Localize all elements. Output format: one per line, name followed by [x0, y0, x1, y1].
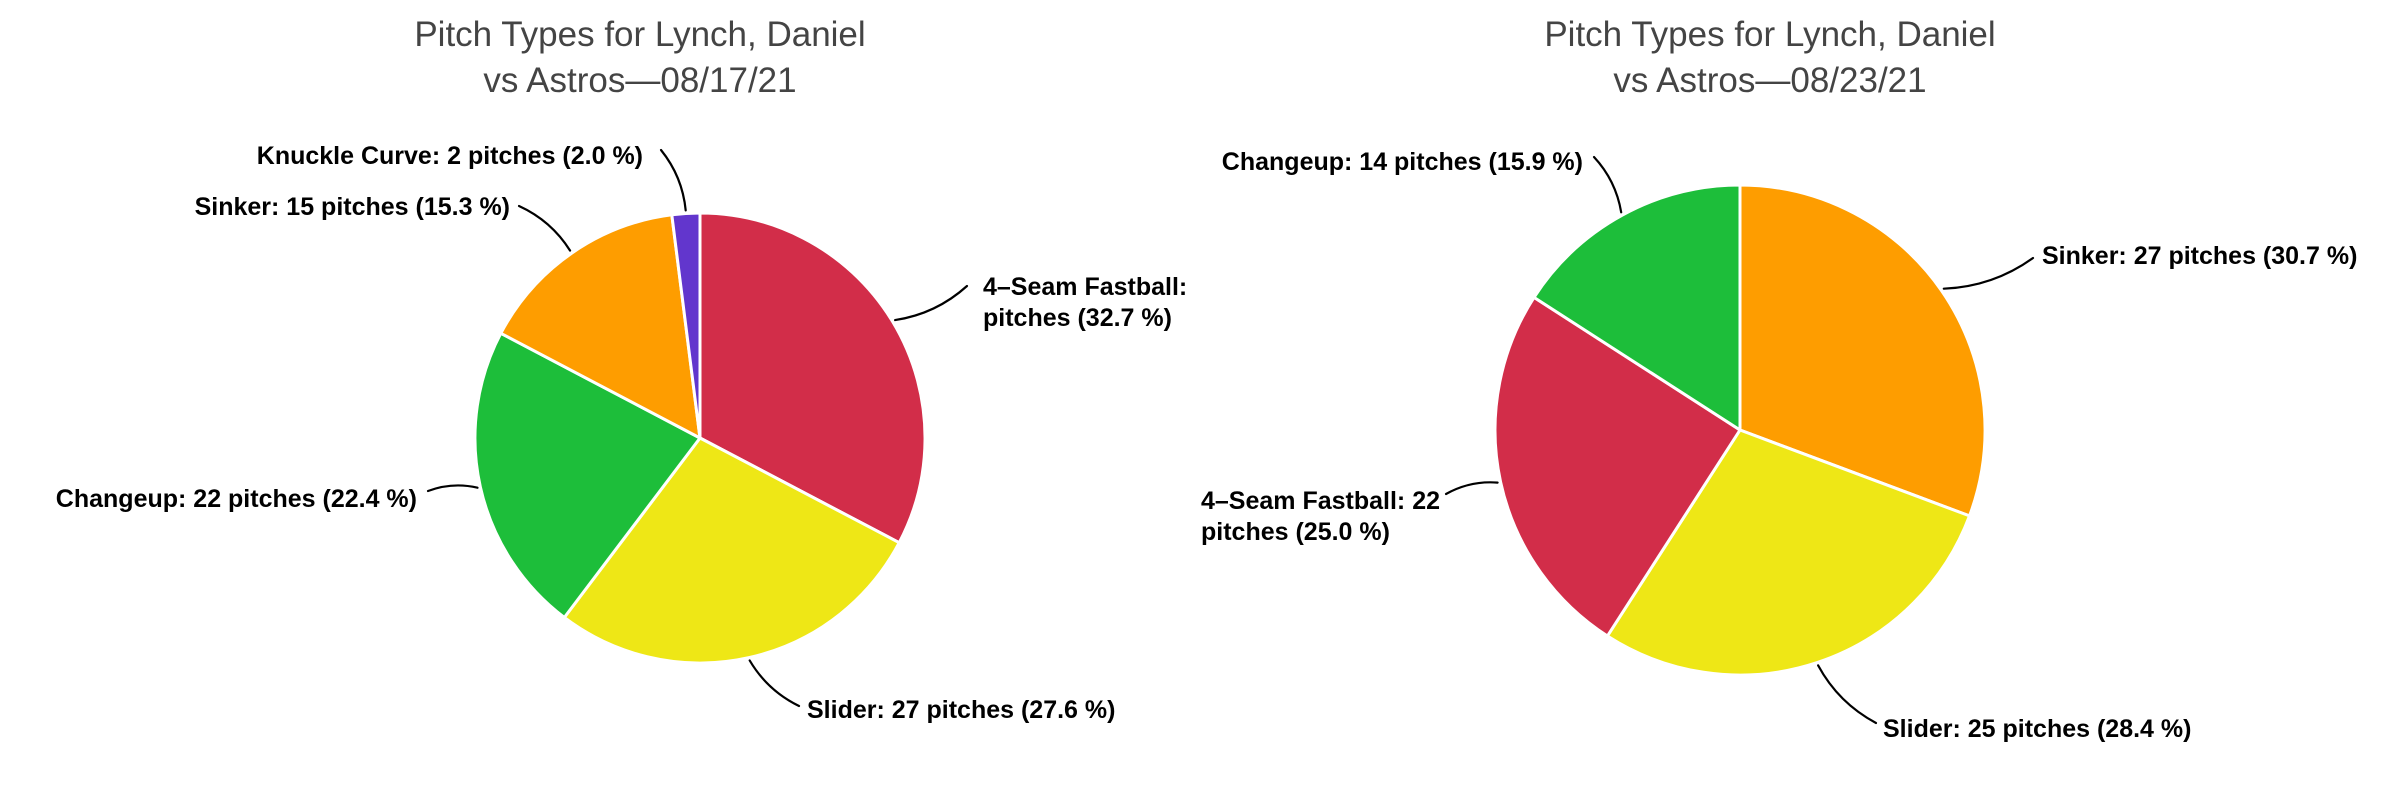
leader-line-right-4-seam-fastball: [1444, 481, 1499, 496]
pie-slice-right-slider[interactable]: [1605, 428, 1971, 677]
left-chart-title-line2: vs Astros—08/17/21: [483, 61, 797, 100]
pie-slice-right-changeup[interactable]: [1532, 183, 1742, 432]
label-right-4-seam-fastball-line2: pitches (25.0 %): [1201, 518, 1390, 546]
label-left-4-seam-fastball: 4–Seam Fastball: pitches (32.7 %): [983, 272, 1187, 334]
label-left-sinker: Sinker: 15 pitches (15.3 %): [195, 192, 510, 223]
pie-slice-left-4-seam-fastball[interactable]: [698, 211, 927, 545]
label-right-changeup-text: Changeup: 14 pitches (15.9 %): [1221, 148, 1583, 176]
label-right-sinker-text: Sinker: 27 pitches (30.7 %): [2042, 242, 2358, 270]
leader-line-left-changeup: [426, 484, 479, 493]
label-right-sinker: Sinker: 27 pitches (30.7 %): [2042, 241, 2357, 272]
label-right-4-seam-fastball-line1: 4–Seam Fastball: 22: [1201, 487, 1441, 515]
pie-slice-left-changeup[interactable]: [473, 331, 702, 619]
pie-slice-left-sinker[interactable]: [499, 213, 702, 440]
label-left-slider: Slider: 27 pitches (27.6 %): [807, 695, 1115, 726]
label-left-knuckle-curve: Knuckle Curve: 2 pitches (2.0 %): [257, 141, 643, 172]
leader-line-left-slider: [748, 659, 801, 708]
leader-line-left-4-seam-fastball: [894, 284, 969, 322]
label-right-slider-text: Slider: 25 pitches (28.4 %): [1883, 715, 2192, 743]
leader-line-left-sinker: [517, 204, 572, 252]
label-right-changeup: Changeup: 14 pitches (15.9 %): [1222, 147, 1583, 178]
pie-slice-right-sinker[interactable]: [1738, 183, 1987, 518]
leader-line-right-slider: [1817, 664, 1878, 725]
pie-slice-left-knuckle-curve[interactable]: [670, 211, 702, 440]
left-chart-title-line1: Pitch Types for Lynch, Daniel: [414, 15, 866, 54]
label-left-slider-text: Slider: 27 pitches (27.6 %): [807, 696, 1116, 724]
pie-slice-left-slider[interactable]: [562, 436, 901, 665]
label-left-changeup-text: Changeup: 22 pitches (22.4 %): [55, 485, 417, 513]
leader-line-left-knuckle-curve: [659, 148, 687, 212]
label-left-4-seam-fastball-line2: pitches (32.7 %): [983, 304, 1172, 332]
pie-slice-right-4-seam-fastball[interactable]: [1493, 295, 1742, 638]
label-right-slider: Slider: 25 pitches (28.4 %): [1883, 714, 2191, 745]
label-left-sinker-text: Sinker: 15 pitches (15.3 %): [194, 193, 510, 221]
right-chart-title: Pitch Types for Lynch, Daniel vs Astros—…: [1370, 12, 2170, 104]
label-left-changeup: Changeup: 22 pitches (22.4 %): [56, 484, 417, 515]
label-left-knuckle-curve-text: Knuckle Curve: 2 pitches (2.0 %): [256, 142, 643, 170]
leader-line-right-changeup: [1592, 155, 1623, 214]
leader-line-right-sinker: [1942, 256, 2035, 290]
label-right-4-seam-fastball: 4–Seam Fastball: 22 pitches (25.0 %): [1201, 486, 1440, 548]
left-chart-title: Pitch Types for Lynch, Daniel vs Astros—…: [240, 12, 1040, 104]
right-chart-title-line1: Pitch Types for Lynch, Daniel: [1544, 15, 1996, 54]
right-chart-title-line2: vs Astros—08/23/21: [1613, 61, 1927, 100]
label-left-4-seam-fastball-line1: 4–Seam Fastball:: [983, 273, 1188, 301]
